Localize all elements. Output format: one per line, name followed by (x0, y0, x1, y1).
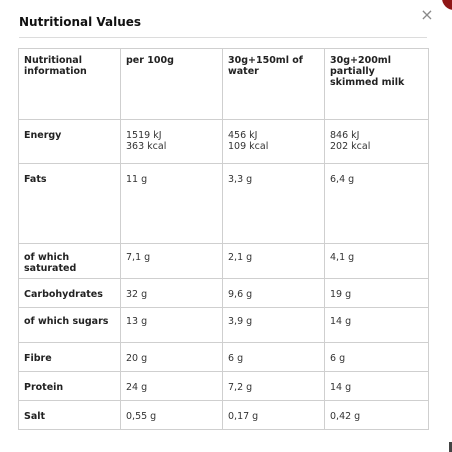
close-icon[interactable]: × (420, 5, 434, 24)
table-cell: 9,6 g (222, 278, 325, 308)
cell-value: 6 g (228, 353, 244, 364)
table-header-row: Nutritional information per 100g 30g+150… (18, 48, 429, 120)
row-label: of which saturated (18, 243, 121, 279)
corner-accent (442, 0, 452, 10)
cell-value: 202 kcal (330, 141, 371, 152)
row-label: Fibre (18, 342, 121, 372)
column-header: 30g+150ml of water (222, 48, 325, 120)
table-cell: 7,2 g (222, 371, 325, 401)
cell-value: 109 kcal (228, 141, 269, 152)
cell-value: 20 g (126, 353, 148, 364)
table-cell: 13 g (120, 307, 223, 343)
table-cell: 6 g (222, 342, 325, 372)
cell-value: 7,2 g (228, 382, 253, 393)
row-label: Carbohydrates (18, 278, 121, 308)
row-label: Fats (18, 163, 121, 244)
table-row: Fibre 20 g 6 g 6 g (18, 342, 429, 372)
column-header: Nutritional information (18, 48, 121, 120)
table-cell: 14 g (324, 307, 429, 343)
cell-value: 11 g (126, 174, 148, 185)
row-label: Salt (18, 400, 121, 430)
row-label: Protein (18, 371, 121, 401)
table-cell: 3,9 g (222, 307, 325, 343)
cell-value: 0,42 g (330, 411, 361, 422)
cell-value: 3,9 g (228, 316, 253, 327)
nutrition-table: Nutritional information per 100g 30g+150… (18, 48, 429, 430)
cell-value: 846 kJ (330, 130, 360, 141)
table-row: of which saturated 7,1 g 2,1 g 4,1 g (18, 243, 429, 279)
table-row: Salt 0,55 g 0,17 g 0,42 g (18, 400, 429, 430)
column-header: 30g+200ml partially skimmed milk (324, 48, 429, 120)
table-cell: 846 kJ 202 kcal (324, 119, 429, 164)
table-cell: 19 g (324, 278, 429, 308)
cell-value: 14 g (330, 316, 352, 327)
table-cell: 3,3 g (222, 163, 325, 244)
table-cell: 0,42 g (324, 400, 429, 430)
cell-value: 13 g (126, 316, 148, 327)
corner-accent-bottom (449, 442, 452, 452)
cell-value: 32 g (126, 289, 148, 300)
modal-title: Nutritional Values (19, 15, 142, 29)
table-row: of which sugars 13 g 3,9 g 14 g (18, 307, 429, 343)
table-cell: 4,1 g (324, 243, 429, 279)
row-label: Energy (18, 119, 121, 164)
column-header: per 100g (120, 48, 223, 120)
row-label: of which sugars (18, 307, 121, 343)
cell-value: 6,4 g (330, 174, 355, 185)
cell-value: 19 g (330, 289, 352, 300)
cell-value: 2,1 g (228, 252, 253, 263)
table-row: Energy 1519 kJ 363 kcal 456 kJ 109 kcal … (18, 119, 429, 164)
cell-value: 7,1 g (126, 252, 151, 263)
title-divider (19, 37, 427, 38)
table-row: Protein 24 g 7,2 g 14 g (18, 371, 429, 401)
table-cell: 6 g (324, 342, 429, 372)
cell-value: 24 g (126, 382, 148, 393)
table-row: Fats 11 g 3,3 g 6,4 g (18, 163, 429, 244)
cell-value: 363 kcal (126, 141, 167, 152)
table-cell: 32 g (120, 278, 223, 308)
cell-value: 456 kJ (228, 130, 258, 141)
cell-value: 4,1 g (330, 252, 355, 263)
table-cell: 24 g (120, 371, 223, 401)
cell-value: 14 g (330, 382, 352, 393)
table-cell: 2,1 g (222, 243, 325, 279)
table-cell: 0,17 g (222, 400, 325, 430)
table-cell: 6,4 g (324, 163, 429, 244)
table-cell: 20 g (120, 342, 223, 372)
table-row: Carbohydrates 32 g 9,6 g 19 g (18, 278, 429, 308)
table-cell: 0,55 g (120, 400, 223, 430)
table-cell: 1519 kJ 363 kcal (120, 119, 223, 164)
cell-value: 0,55 g (126, 411, 157, 422)
cell-value: 3,3 g (228, 174, 253, 185)
table-cell: 7,1 g (120, 243, 223, 279)
cell-value: 6 g (330, 353, 346, 364)
cell-value: 1519 kJ (126, 130, 162, 141)
cell-value: 9,6 g (228, 289, 253, 300)
table-cell: 456 kJ 109 kcal (222, 119, 325, 164)
table-cell: 11 g (120, 163, 223, 244)
cell-value: 0,17 g (228, 411, 259, 422)
table-cell: 14 g (324, 371, 429, 401)
